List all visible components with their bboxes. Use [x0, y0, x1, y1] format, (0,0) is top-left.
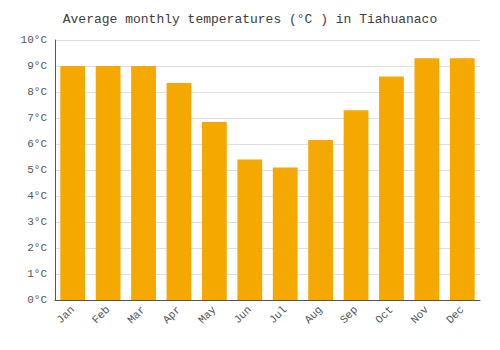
svg-text:0°C: 0°C [27, 294, 47, 306]
svg-text:Jan: Jan [54, 304, 76, 326]
svg-text:10°C: 10°C [21, 34, 48, 46]
svg-text:8°C: 8°C [27, 86, 47, 98]
svg-text:Dec: Dec [444, 304, 466, 326]
svg-text:Sep: Sep [338, 304, 360, 326]
svg-text:Nov: Nov [409, 303, 432, 326]
svg-text:May: May [196, 303, 219, 326]
svg-text:2°C: 2°C [27, 242, 47, 254]
svg-text:7°C: 7°C [27, 112, 47, 124]
svg-text:5°C: 5°C [27, 164, 47, 176]
svg-text:Apr: Apr [161, 304, 183, 326]
svg-text:1°C: 1°C [27, 268, 47, 280]
svg-text:4°C: 4°C [27, 190, 47, 202]
svg-text:Mar: Mar [125, 304, 147, 326]
svg-text:9°C: 9°C [27, 60, 47, 72]
svg-text:6°C: 6°C [27, 138, 47, 150]
svg-text:Feb: Feb [90, 304, 112, 326]
svg-text:3°C: 3°C [27, 216, 47, 228]
svg-text:Aug: Aug [302, 304, 324, 326]
svg-text:Jun: Jun [232, 304, 254, 326]
svg-text:Average monthly temperatures (: Average monthly temperatures (°C ) in Ti… [63, 12, 437, 27]
svg-text:Jul: Jul [267, 304, 289, 326]
svg-text:Oct: Oct [373, 304, 395, 326]
